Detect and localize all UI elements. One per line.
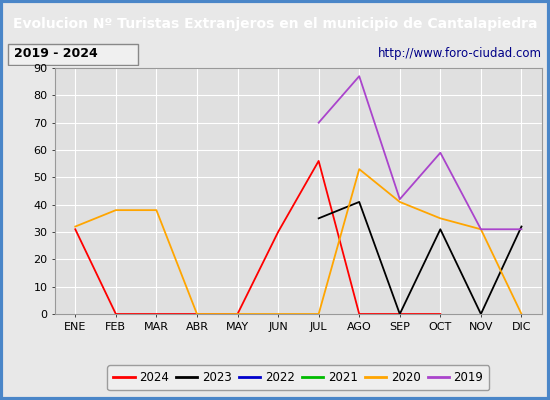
FancyBboxPatch shape — [8, 44, 138, 65]
Text: Evolucion Nº Turistas Extranjeros en el municipio de Cantalapiedra: Evolucion Nº Turistas Extranjeros en el … — [13, 17, 537, 31]
Legend: 2024, 2023, 2022, 2021, 2020, 2019: 2024, 2023, 2022, 2021, 2020, 2019 — [107, 366, 490, 390]
Text: http://www.foro-ciudad.com: http://www.foro-ciudad.com — [378, 48, 542, 60]
Text: 2019 - 2024: 2019 - 2024 — [14, 48, 97, 60]
